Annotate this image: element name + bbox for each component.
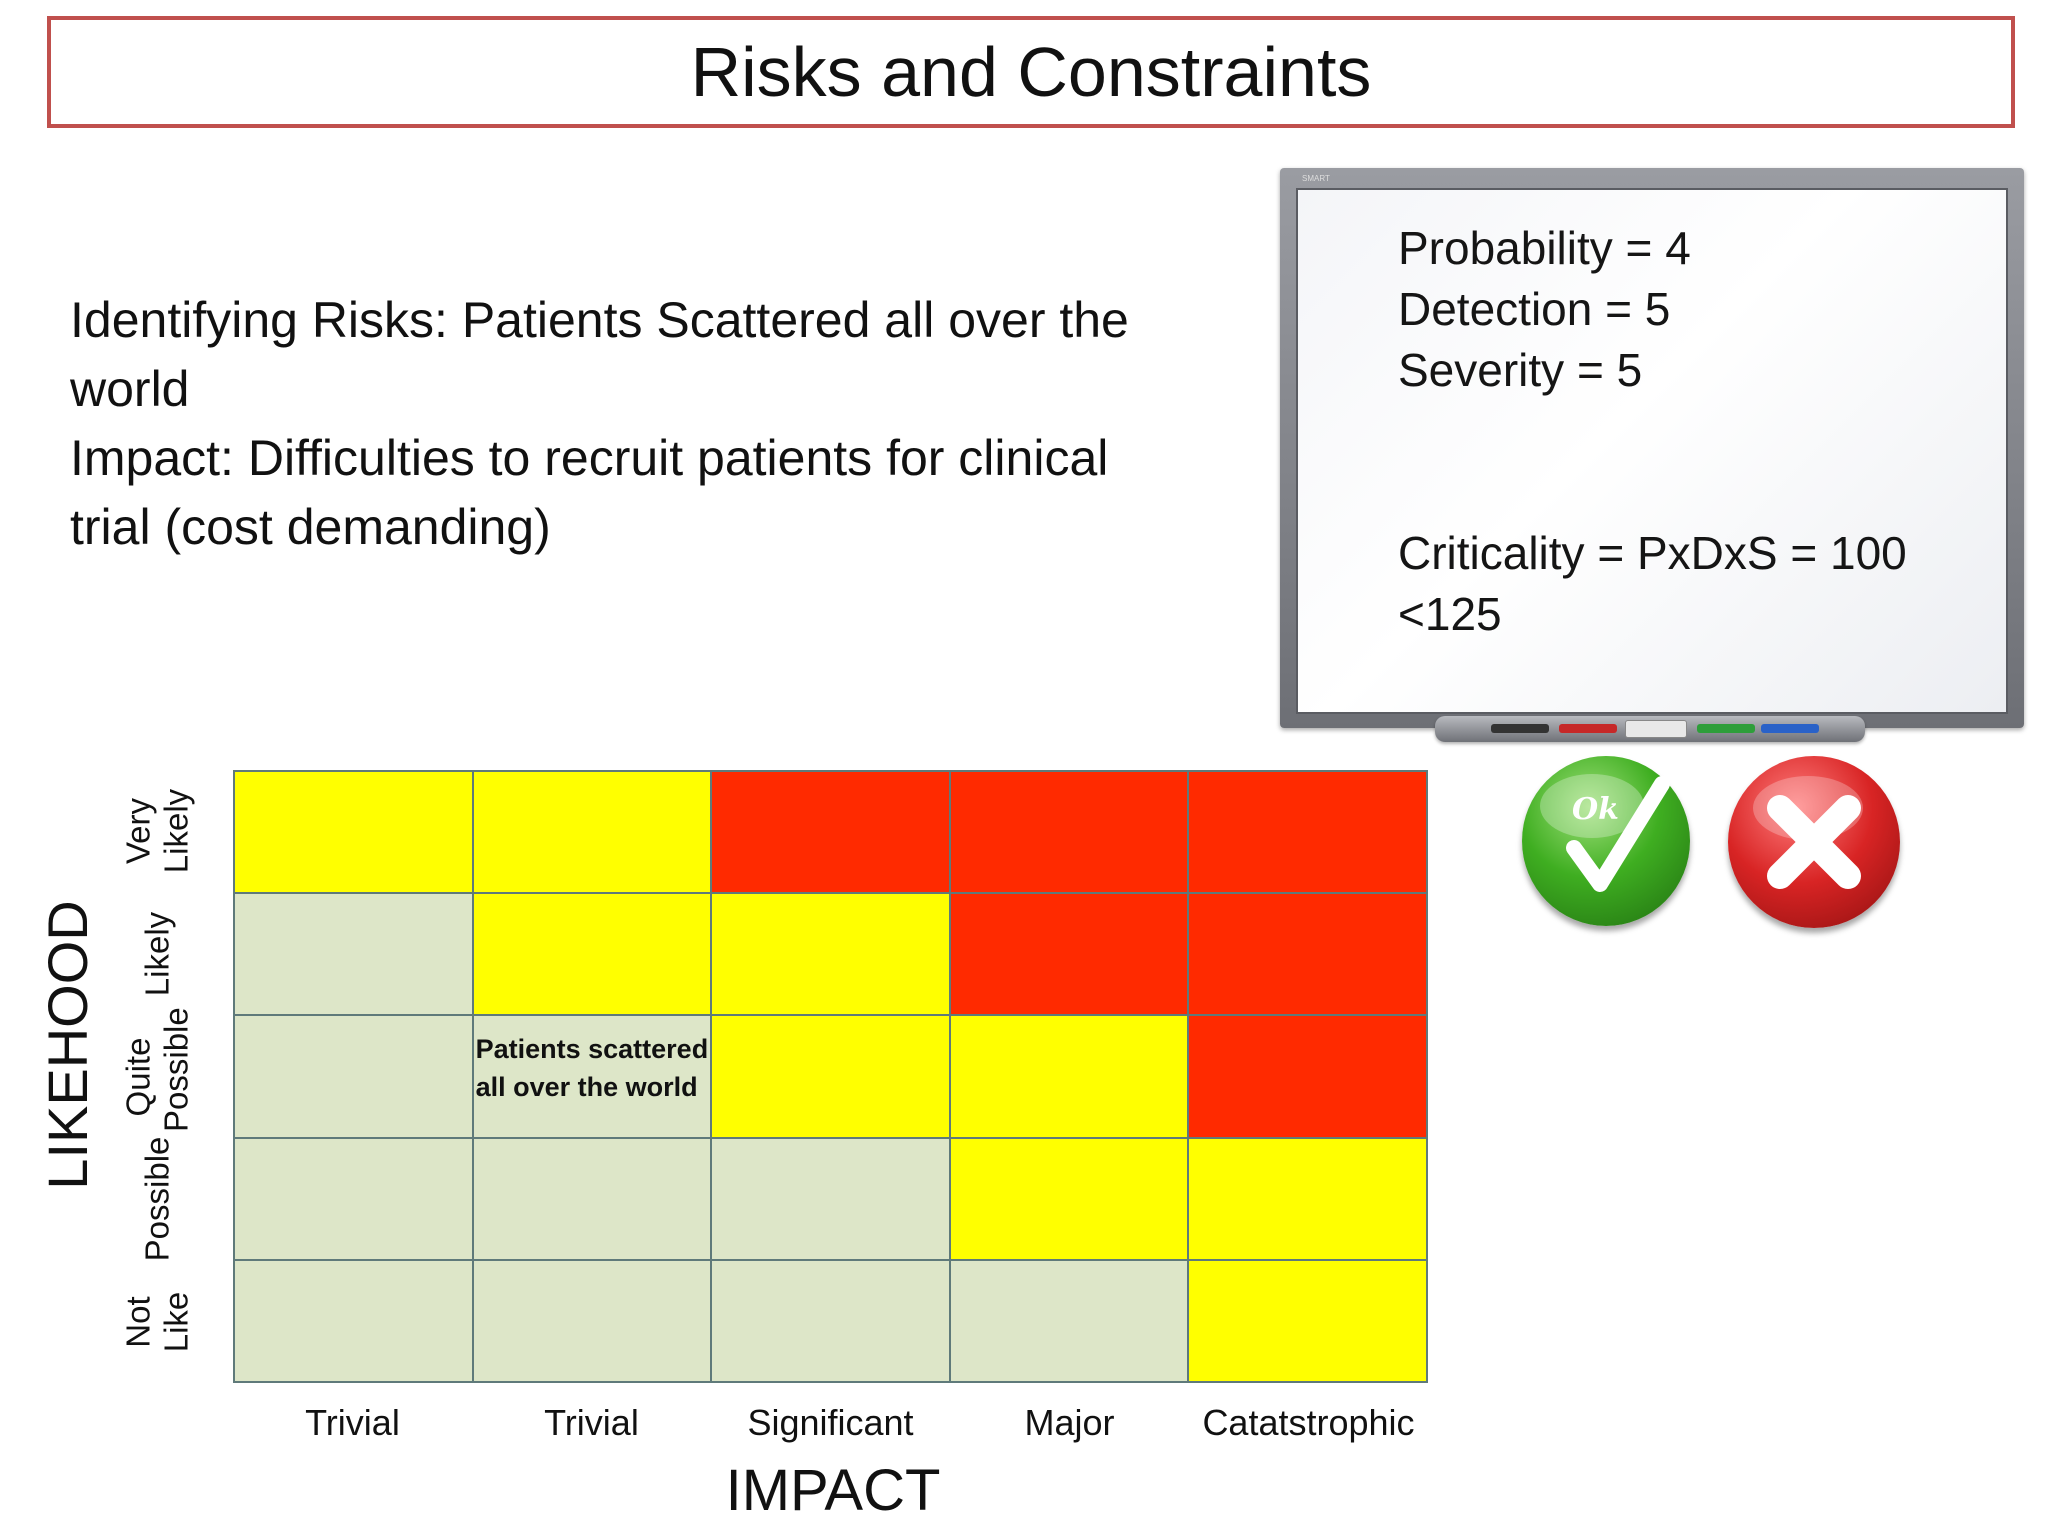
- whiteboard-pen-tray: [1435, 716, 1865, 742]
- criticality-value: Criticality = PxDxS = 100: [1398, 527, 1907, 579]
- spacer: [1398, 401, 1907, 523]
- reject-button[interactable]: [1728, 756, 1900, 928]
- risk-line-1: Identifying Risks: Patients Scattered al…: [70, 292, 1129, 348]
- risk-line-2: world: [70, 361, 190, 417]
- risk-annotation: Patients scattered all over the world: [475, 1034, 709, 1103]
- risk-matrix: Patients scattered all over the world: [233, 770, 1428, 1383]
- detection-value: Detection = 5: [1398, 283, 1671, 335]
- matrix-cell: [711, 893, 950, 1016]
- impact-line-2: trial (cost demanding): [70, 499, 551, 555]
- green-pen-icon: [1697, 724, 1755, 733]
- matrix-cell: [234, 771, 473, 894]
- whiteboard-surface: Probability = 4 Detection = 5 Severity =…: [1296, 188, 2008, 714]
- matrix-cell: [1188, 893, 1427, 1016]
- matrix-cell: [1188, 1015, 1427, 1138]
- matrix-cell: [711, 771, 950, 894]
- impact-column-label: Trivial: [544, 1402, 639, 1443]
- likelihood-axis-label: LIKEHOOD: [36, 900, 99, 1190]
- risk-description: Identifying Risks: Patients Scattered al…: [70, 286, 1250, 562]
- black-pen-icon: [1491, 724, 1549, 733]
- matrix-cell: [234, 1137, 473, 1260]
- probability-value: Probability = 4: [1398, 222, 1691, 274]
- matrix-cell: [472, 771, 712, 894]
- severity-value: Severity = 5: [1398, 344, 1643, 396]
- matrix-cell: [949, 771, 1189, 894]
- red-pen-icon: [1559, 724, 1617, 733]
- matrix-cell: [711, 1015, 950, 1138]
- criticality-threshold: <125: [1398, 588, 1502, 640]
- matrix-cell: [1188, 1137, 1427, 1260]
- red-x-icon: [1753, 776, 1863, 889]
- matrix-cell: [711, 1137, 950, 1260]
- impact-axis-label: IMPACT: [725, 1458, 941, 1523]
- matrix-cell: [949, 1015, 1189, 1138]
- ok-label: Ok: [1572, 792, 1619, 827]
- eraser-icon: [1625, 720, 1687, 738]
- matrix-cell: [1188, 1259, 1427, 1382]
- matrix-cell: [472, 1137, 712, 1260]
- impact-line-1: Impact: Difficulties to recruit patients…: [70, 430, 1109, 486]
- matrix-cell: Patients scattered all over the world: [472, 1015, 712, 1138]
- impact-column-label: Catatstrophic: [1202, 1402, 1415, 1443]
- ok-button[interactable]: Ok: [1522, 756, 1690, 926]
- likelihood-row-label: Likely: [138, 911, 175, 997]
- matrix-cell: [711, 1259, 950, 1382]
- impact-column-label: Trivial: [305, 1402, 400, 1443]
- matrix-cell: [949, 1137, 1189, 1260]
- whiteboard: SMART Probability = 4 Detection = 5 Seve…: [1280, 168, 2024, 728]
- matrix-cell: [234, 1015, 473, 1138]
- matrix-cell: [949, 893, 1189, 1016]
- slide-title-box: Risks and Constraints: [47, 16, 2015, 128]
- likelihood-row-label: Very Likely: [119, 789, 194, 874]
- matrix-cell: [1188, 771, 1427, 894]
- ok-check-icon: [1540, 774, 1670, 892]
- whiteboard-brand: SMART: [1302, 174, 1330, 183]
- matrix-cell: [234, 893, 473, 1016]
- matrix-cell: [234, 1259, 473, 1382]
- blue-pen-icon: [1761, 724, 1819, 733]
- matrix-cell: [949, 1259, 1189, 1382]
- slide-title: Risks and Constraints: [690, 33, 1372, 111]
- impact-column-label: Major: [1024, 1402, 1115, 1443]
- criticality-calculation: Probability = 4 Detection = 5 Severity =…: [1398, 218, 1907, 645]
- matrix-cell: [472, 1259, 712, 1382]
- likelihood-row-label: Possible: [138, 1136, 175, 1262]
- likelihood-row-label: Quite Possible: [119, 1006, 194, 1132]
- matrix-cell: [472, 893, 712, 1016]
- impact-column-label: Significant: [747, 1402, 914, 1443]
- likelihood-row-label: Not Like: [119, 1291, 194, 1352]
